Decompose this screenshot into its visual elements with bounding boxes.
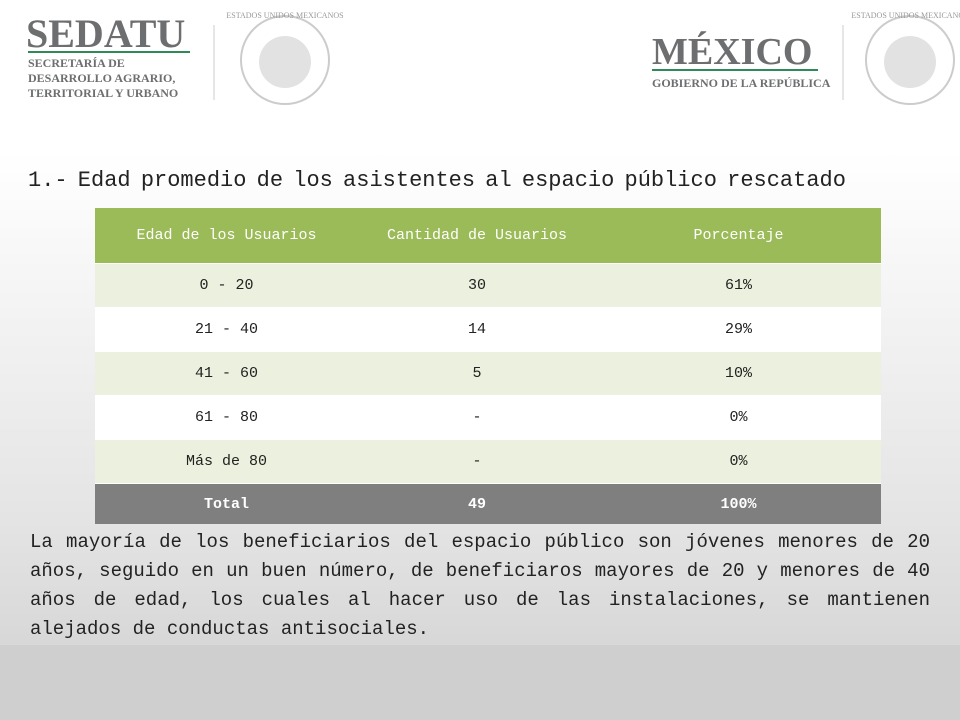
- cell: 61%: [596, 263, 881, 308]
- table-row: 0 - 20 30 61%: [95, 263, 881, 308]
- emblem-core: [259, 36, 311, 88]
- logo-title: SEDATU: [26, 11, 186, 56]
- cell: 0%: [596, 439, 881, 484]
- logo-subtitle-line: DESARROLLO AGRARIO,: [28, 71, 176, 85]
- cell: 29%: [596, 307, 881, 352]
- cell: 0 - 20: [95, 263, 358, 308]
- cell: 30: [358, 263, 596, 308]
- cell: 10%: [596, 351, 881, 396]
- cell: 5: [358, 351, 596, 396]
- cell: 21 - 40: [95, 307, 358, 352]
- cell: -: [358, 395, 596, 440]
- column-header: Edad de los Usuarios: [95, 208, 358, 264]
- logo-subtitle-line: SECRETARÍA DE: [28, 56, 125, 70]
- column-header: Cantidad de Usuarios: [358, 208, 596, 264]
- total-row: Total 49 100%: [95, 483, 881, 524]
- logo-subtitle: SECRETARÍA DE DESARROLLO AGRARIO, TERRIT…: [28, 56, 178, 101]
- logo-subtitle: GOBIERNO DE LA REPÚBLICA: [652, 76, 831, 90]
- logo-title: MÉXICO: [652, 31, 813, 73]
- header-row: Edad de los Usuarios Cantidad de Usuario…: [95, 208, 881, 264]
- emblem-core: [884, 36, 936, 88]
- emblem: [240, 15, 330, 105]
- cell: 61 - 80: [95, 395, 358, 440]
- column-header: Porcentaje: [596, 208, 881, 264]
- table-row: 41 - 60 5 10%: [95, 351, 881, 396]
- cell: 41 - 60: [95, 351, 358, 396]
- emblem: [865, 15, 955, 105]
- logo-subtitle-line: TERRITORIAL Y URBANO: [28, 86, 179, 100]
- logos: ESTADOS UNIDOS MEXICANOS ESTADOS UNIDOS …: [28, 11, 960, 105]
- table-row: Más de 80-0%: [95, 439, 881, 484]
- table-row: 21 - 40 14 29%: [95, 307, 881, 352]
- cell: 0%: [596, 395, 881, 440]
- footer-band: [0, 645, 960, 720]
- emblem-text: ESTADOS UNIDOS MEXICANOS: [226, 11, 343, 20]
- paragraph: La mayoría de los beneficiarios del espa…: [30, 531, 930, 640]
- age-table: Edad de los Usuarios Cantidad de Usuario…: [95, 208, 881, 524]
- cell: -: [358, 439, 596, 484]
- slide-title: 1.- Edad promedio de los asistentes al e…: [28, 168, 846, 193]
- cell: Total: [95, 483, 358, 524]
- cell: Más de 80: [95, 439, 358, 484]
- cell: 14: [358, 307, 596, 352]
- cell: 100%: [596, 483, 881, 524]
- emblem-text: ESTADOS UNIDOS MEXICANOS: [851, 11, 960, 20]
- cell: 49: [358, 483, 596, 524]
- table-row: 61 - 80-0%: [95, 395, 881, 440]
